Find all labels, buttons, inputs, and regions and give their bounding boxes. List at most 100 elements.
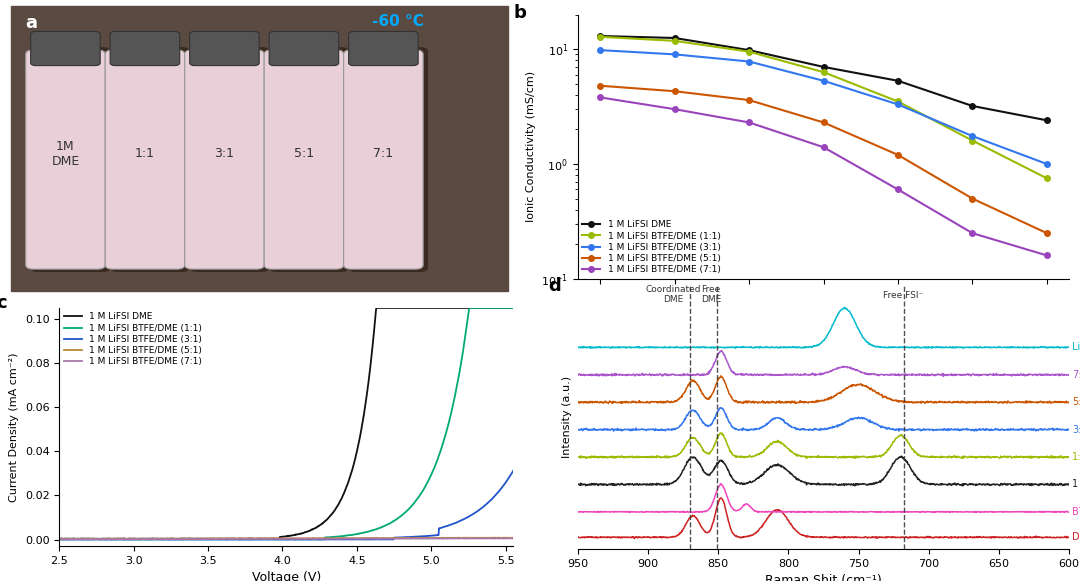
1 M LiFSI BTFE/DME (1:1) xyxy=(743,48,756,55)
1 M LiFSI BTFE/DME (1:1) xyxy=(594,33,607,40)
1 M LiFSI BTFE/DME (1:1) xyxy=(244,536,257,543)
Line: 1 M LiFSI BTFE/DME (5:1): 1 M LiFSI BTFE/DME (5:1) xyxy=(59,537,513,539)
1 M LiFSI BTFE/DME (7:1) xyxy=(365,535,378,542)
FancyBboxPatch shape xyxy=(110,31,179,66)
Text: 3:1: 3:1 xyxy=(1072,425,1080,435)
Text: 7:1: 7:1 xyxy=(374,148,393,160)
1 M LiFSI BTFE/DME (1:1) xyxy=(891,98,904,105)
1 M LiFSI BTFE/DME (7:1) xyxy=(669,106,681,113)
Line: 1 M LiFSI BTFE/DME (1:1): 1 M LiFSI BTFE/DME (1:1) xyxy=(59,308,513,540)
Y-axis label: Intensity (a.u.): Intensity (a.u.) xyxy=(563,376,572,458)
1 M LiFSI DME xyxy=(966,102,978,109)
1 M LiFSI BTFE/DME (7:1) xyxy=(253,535,266,542)
1 M LiFSI BTFE/DME (5:1) xyxy=(743,96,756,103)
1 M LiFSI BTFE/DME (1:1) xyxy=(507,304,519,311)
1 M LiFSI BTFE/DME (7:1) xyxy=(501,535,514,541)
1 M LiFSI BTFE/DME (3:1) xyxy=(415,533,428,540)
1 M LiFSI BTFE/DME (1:1) xyxy=(1040,175,1053,182)
FancyBboxPatch shape xyxy=(343,50,423,269)
1 M LiFSI BTFE/DME (5:1) xyxy=(253,535,266,542)
Line: 1 M LiFSI BTFE/DME (3:1): 1 M LiFSI BTFE/DME (3:1) xyxy=(597,47,1050,167)
1 M LiFSI BTFE/DME (1:1) xyxy=(99,536,112,543)
Y-axis label: Current Density (mA cm⁻²): Current Density (mA cm⁻²) xyxy=(10,352,19,502)
1 M LiFSI BTFE/DME (7:1) xyxy=(53,536,66,543)
FancyBboxPatch shape xyxy=(190,47,269,272)
1 M LiFSI BTFE/DME (7:1) xyxy=(966,229,978,236)
1 M LiFSI BTFE/DME (7:1) xyxy=(237,535,249,542)
FancyBboxPatch shape xyxy=(265,50,343,269)
Y-axis label: Ionic Conductivity (mS/cm): Ionic Conductivity (mS/cm) xyxy=(526,71,536,223)
Line: 1 M LiFSI BTFE/DME (1:1): 1 M LiFSI BTFE/DME (1:1) xyxy=(597,34,1050,181)
1 M LiFSI BTFE/DME (7:1) xyxy=(66,536,79,543)
1 M LiFSI BTFE/DME (1:1) xyxy=(253,536,266,543)
Text: DME: DME xyxy=(1072,532,1080,542)
1 M LiFSI DME xyxy=(53,536,66,543)
1 M LiFSI BTFE/DME (5:1) xyxy=(415,535,428,541)
1 M LiFSI BTFE/DME (3:1) xyxy=(99,536,112,543)
1 M LiFSI BTFE/DME (5:1) xyxy=(1040,229,1053,236)
1 M LiFSI BTFE/DME (3:1) xyxy=(1040,160,1053,167)
1 M LiFSI BTFE/DME (5:1) xyxy=(53,536,66,543)
Text: 5:1: 5:1 xyxy=(294,148,314,160)
Text: LiFSI Salt: LiFSI Salt xyxy=(1072,342,1080,353)
1 M LiFSI BTFE/DME (3:1) xyxy=(407,533,420,540)
1 M LiFSI DME xyxy=(507,304,519,311)
1 M LiFSI BTFE/DME (3:1) xyxy=(891,101,904,108)
1 M LiFSI BTFE/DME (1:1) xyxy=(818,69,831,76)
FancyBboxPatch shape xyxy=(30,47,110,272)
FancyBboxPatch shape xyxy=(110,47,190,272)
1 M LiFSI BTFE/DME (5:1) xyxy=(594,83,607,89)
1 M LiFSI BTFE/DME (3:1) xyxy=(237,536,249,543)
1 M LiFSI DME xyxy=(594,33,607,40)
FancyBboxPatch shape xyxy=(26,50,105,269)
1 M LiFSI BTFE/DME (7:1) xyxy=(1040,252,1053,259)
1 M LiFSI DME xyxy=(1040,117,1053,124)
FancyBboxPatch shape xyxy=(190,31,259,66)
1 M LiFSI BTFE/DME (3:1) xyxy=(594,46,607,53)
Line: 1 M LiFSI BTFE/DME (3:1): 1 M LiFSI BTFE/DME (3:1) xyxy=(59,471,513,540)
1 M LiFSI BTFE/DME (1:1) xyxy=(237,536,249,543)
1 M LiFSI BTFE/DME (1:1) xyxy=(463,304,476,311)
Text: Free FSI⁻: Free FSI⁻ xyxy=(883,291,923,300)
X-axis label: Raman Shit (cm⁻¹): Raman Shit (cm⁻¹) xyxy=(765,575,882,581)
Line: 1 M LiFSI DME: 1 M LiFSI DME xyxy=(59,308,513,539)
FancyBboxPatch shape xyxy=(349,47,428,272)
1 M LiFSI BTFE/DME (7:1) xyxy=(891,186,904,193)
1 M LiFSI BTFE/DME (1:1) xyxy=(365,527,378,534)
Text: 1 M LiFSI DME: 1 M LiFSI DME xyxy=(1072,479,1080,489)
1 M LiFSI BTFE/DME (5:1) xyxy=(507,534,519,541)
1 M LiFSI BTFE/DME (5:1) xyxy=(818,119,831,126)
X-axis label: Voltage (V): Voltage (V) xyxy=(252,572,321,581)
Text: b: b xyxy=(514,4,527,22)
1 M LiFSI BTFE/DME (5:1) xyxy=(966,195,978,202)
Text: 7:1: 7:1 xyxy=(1072,370,1080,380)
1 M LiFSI DME xyxy=(237,535,249,542)
1 M LiFSI BTFE/DME (5:1) xyxy=(891,152,904,159)
Text: Coordinated
DME: Coordinated DME xyxy=(646,285,701,304)
1 M LiFSI DME xyxy=(253,535,266,542)
1 M LiFSI BTFE/DME (1:1) xyxy=(407,500,420,507)
FancyBboxPatch shape xyxy=(349,31,418,66)
Text: 1:1: 1:1 xyxy=(1072,452,1080,462)
Text: 3:1: 3:1 xyxy=(215,148,234,160)
1 M LiFSI BTFE/DME (7:1) xyxy=(594,94,607,101)
1 M LiFSI BTFE/DME (3:1) xyxy=(669,51,681,58)
Text: d: d xyxy=(549,277,562,295)
1 M LiFSI BTFE/DME (7:1) xyxy=(818,144,831,150)
1 M LiFSI BTFE/DME (7:1) xyxy=(99,536,112,543)
1 M LiFSI DME xyxy=(416,304,429,311)
Text: Free
DME: Free DME xyxy=(701,285,721,304)
1 M LiFSI BTFE/DME (1:1) xyxy=(53,536,66,543)
1 M LiFSI DME xyxy=(669,34,681,41)
1 M LiFSI BTFE/DME (3:1) xyxy=(818,77,831,84)
FancyBboxPatch shape xyxy=(30,31,100,66)
1 M LiFSI BTFE/DME (3:1) xyxy=(507,468,519,475)
1 M LiFSI BTFE/DME (1:1) xyxy=(669,37,681,44)
1 M LiFSI DME xyxy=(369,304,382,311)
FancyBboxPatch shape xyxy=(269,31,339,66)
Text: 1:1: 1:1 xyxy=(135,148,154,160)
Text: 1M
DME: 1M DME xyxy=(52,140,80,168)
1 M LiFSI BTFE/DME (5:1) xyxy=(407,535,420,541)
Line: 1 M LiFSI BTFE/DME (5:1): 1 M LiFSI BTFE/DME (5:1) xyxy=(597,83,1050,236)
Text: 5:1: 5:1 xyxy=(1072,397,1080,407)
